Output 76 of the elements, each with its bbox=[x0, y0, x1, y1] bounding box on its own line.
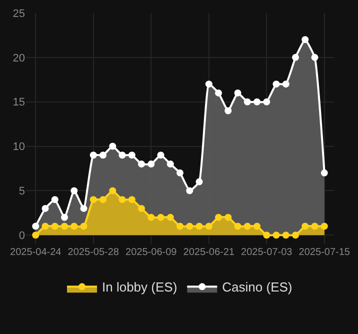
point bbox=[263, 232, 270, 239]
point bbox=[148, 214, 155, 221]
point bbox=[244, 222, 251, 230]
point bbox=[118, 196, 126, 204]
y-tick-label: 5 bbox=[18, 186, 25, 198]
point bbox=[128, 152, 136, 159]
point bbox=[100, 152, 106, 159]
x-tick-label: 2025-04-24 bbox=[10, 247, 62, 258]
x-tick-label: 2025-06-21 bbox=[183, 247, 235, 258]
point bbox=[320, 169, 328, 176]
point bbox=[224, 107, 232, 114]
point bbox=[138, 204, 145, 212]
point bbox=[234, 222, 242, 230]
point bbox=[186, 222, 194, 230]
point bbox=[90, 152, 97, 159]
point bbox=[42, 204, 49, 212]
point bbox=[157, 152, 164, 159]
legend-label: In lobby (ES) bbox=[102, 280, 178, 295]
point bbox=[186, 187, 194, 194]
point bbox=[254, 98, 260, 106]
x-tick-label: 2025-07-15 bbox=[298, 247, 350, 258]
point bbox=[244, 98, 251, 106]
point bbox=[128, 196, 136, 204]
point bbox=[90, 196, 97, 204]
point bbox=[61, 222, 68, 230]
point bbox=[234, 89, 242, 96]
point bbox=[100, 196, 106, 204]
point bbox=[205, 80, 212, 88]
y-tick-label: 15 bbox=[12, 96, 25, 109]
point bbox=[205, 222, 212, 230]
point bbox=[118, 152, 126, 159]
point bbox=[320, 222, 328, 230]
point bbox=[80, 222, 88, 230]
y-tick-label: 10 bbox=[12, 141, 25, 154]
point bbox=[302, 36, 309, 44]
point bbox=[166, 214, 174, 221]
point bbox=[196, 178, 203, 186]
point bbox=[42, 222, 49, 230]
point bbox=[292, 54, 299, 61]
point bbox=[166, 160, 174, 168]
point bbox=[51, 222, 58, 230]
point bbox=[254, 222, 260, 230]
point bbox=[215, 214, 222, 221]
point bbox=[176, 222, 184, 230]
point bbox=[224, 214, 232, 221]
point bbox=[157, 214, 164, 221]
point bbox=[32, 222, 40, 230]
point bbox=[61, 214, 68, 221]
point bbox=[80, 204, 88, 212]
point bbox=[148, 160, 155, 168]
y-tick-label: 20 bbox=[12, 52, 25, 64]
x-tick-label: 2025-07-03 bbox=[241, 247, 293, 258]
point bbox=[311, 222, 318, 230]
point bbox=[70, 187, 78, 194]
point bbox=[272, 232, 280, 239]
point bbox=[70, 222, 78, 230]
point bbox=[109, 142, 116, 150]
point bbox=[282, 232, 290, 239]
point bbox=[109, 187, 116, 194]
point bbox=[196, 222, 203, 230]
point bbox=[292, 232, 299, 239]
y-tick-label: 0 bbox=[18, 230, 25, 242]
point bbox=[176, 169, 184, 176]
point bbox=[215, 89, 222, 96]
point bbox=[302, 222, 309, 230]
x-tick-label: 2025-06-09 bbox=[126, 247, 178, 258]
x-tick-label: 2025-05-28 bbox=[68, 247, 120, 258]
point bbox=[263, 98, 270, 106]
point bbox=[311, 54, 318, 61]
point bbox=[282, 80, 290, 88]
y-tick-label: 25 bbox=[12, 8, 25, 20]
legend-label: Casino (ES) bbox=[222, 280, 292, 295]
point bbox=[138, 160, 145, 168]
point bbox=[32, 232, 40, 239]
point bbox=[51, 196, 58, 204]
point bbox=[272, 80, 280, 88]
